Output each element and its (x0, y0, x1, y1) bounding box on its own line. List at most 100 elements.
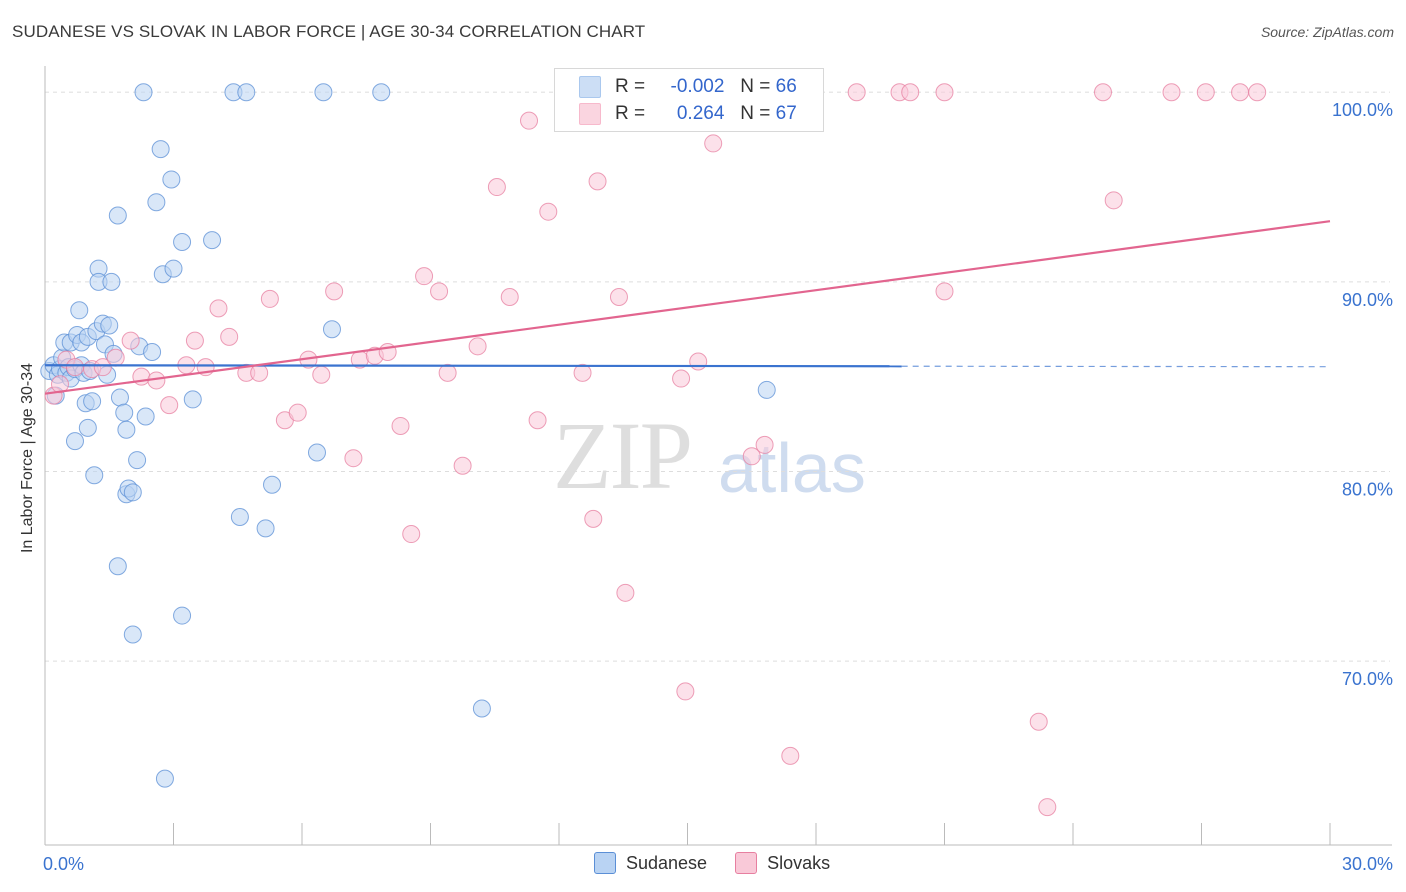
point-slovaks (1196, 83, 1215, 102)
point-slovaks (260, 289, 279, 308)
point-slovaks (935, 282, 954, 301)
trendline-sudanese (44, 364, 902, 368)
point-sudanese (123, 625, 142, 644)
legend-n-label: N = (740, 103, 771, 124)
point-slovaks (185, 331, 204, 350)
point-sudanese (85, 466, 104, 485)
point-sudanese (100, 316, 119, 335)
point-sudanese (117, 420, 136, 439)
legend-label-slovaks: Slovaks (767, 852, 831, 873)
legend-r-label: R = (615, 76, 646, 97)
point-sudanese (65, 432, 84, 451)
point-sudanese (136, 407, 155, 426)
point-sudanese (143, 343, 162, 362)
point-slovaks (500, 288, 519, 307)
x-tick-label: 30.0% (1342, 854, 1393, 874)
legend-n-value: 66 (775, 76, 797, 97)
legend-swatch-sudanese (579, 76, 601, 98)
point-slovaks (847, 83, 866, 102)
point-slovaks (344, 449, 363, 468)
point-sudanese (155, 769, 174, 788)
point-sudanese (173, 233, 192, 252)
point-sudanese (757, 380, 776, 399)
point-sudanese (108, 557, 127, 576)
trendline-slovaks (44, 220, 1331, 395)
point-slovaks (106, 348, 125, 367)
point-sudanese (237, 83, 256, 102)
legend-item-slovaks[interactable]: Slovaks (735, 852, 830, 874)
point-sudanese (256, 519, 275, 538)
point-sudanese (83, 392, 102, 411)
point-slovaks (742, 447, 761, 466)
point-slovaks (1093, 83, 1112, 102)
point-slovaks (539, 202, 558, 221)
point-slovaks (453, 456, 472, 475)
point-sudanese (203, 231, 222, 250)
point-slovaks (93, 358, 112, 377)
point-slovaks (1162, 83, 1181, 102)
point-slovaks (288, 403, 307, 422)
point-slovaks (250, 363, 269, 382)
watermark-atlas: atlas (718, 429, 866, 507)
point-slovaks (755, 435, 774, 454)
point-sudanese (183, 390, 202, 409)
legend-n-label: N = (740, 76, 771, 97)
watermark-zip: ZIP (553, 402, 693, 509)
point-sudanese (110, 388, 129, 407)
point-slovaks (430, 282, 449, 301)
point-slovaks (209, 299, 228, 318)
point-sudanese (102, 272, 121, 291)
point-sudanese (108, 206, 127, 225)
point-slovaks (325, 282, 344, 301)
point-slovaks (935, 83, 954, 102)
point-sudanese (151, 140, 170, 159)
x-tick-label: 0.0% (43, 854, 84, 874)
point-sudanese (123, 483, 142, 502)
point-sudanese (472, 699, 491, 718)
point-slovaks (573, 363, 592, 382)
point-sudanese (263, 475, 282, 494)
point-slovaks (616, 583, 635, 602)
point-slovaks (689, 352, 708, 371)
point-sudanese (128, 451, 147, 470)
legend-n-value: 67 (775, 103, 797, 124)
point-slovaks (121, 331, 140, 350)
point-slovaks (391, 416, 410, 435)
point-sudanese (134, 83, 153, 102)
chart-title: SUDANESE VS SLOVAK IN LABOR FORCE | AGE … (12, 22, 646, 41)
point-sudanese (314, 83, 333, 102)
stats-legend: R = -0.002 N = 66 R = 0.264 N = 67 (554, 68, 824, 132)
point-slovaks (676, 682, 695, 701)
point-slovaks (415, 267, 434, 286)
legend-row-slovaks: R = 0.264 N = 67 (579, 102, 797, 126)
point-slovaks (1248, 83, 1267, 102)
point-sudanese (230, 507, 249, 526)
point-slovaks (1231, 83, 1250, 102)
y-tick-label: 90.0% (1342, 290, 1393, 310)
legend-swatch-slovaks (735, 852, 758, 874)
point-sudanese (162, 170, 181, 189)
y-tick-label: 70.0% (1342, 669, 1393, 689)
legend-item-sudanese[interactable]: Sudanese (594, 852, 707, 874)
point-slovaks (1029, 712, 1048, 731)
source-label: Source: ZipAtlas.com (1260, 24, 1394, 40)
series-legend: Sudanese Slovaks (594, 852, 858, 874)
point-slovaks (65, 358, 84, 377)
point-slovaks (672, 369, 691, 388)
point-slovaks (781, 746, 800, 765)
legend-r-label: R = (615, 103, 646, 124)
point-slovaks (528, 411, 547, 430)
legend-label-sudanese: Sudanese (626, 852, 708, 873)
point-slovaks (609, 288, 628, 307)
y-axis-title: In Labor Force | Age 30-34 (19, 362, 36, 554)
legend-row-sudanese: R = -0.002 N = 66 (579, 75, 797, 99)
point-slovaks (584, 509, 603, 528)
point-sudanese (307, 443, 326, 462)
legend-r-value: -0.002 (670, 76, 725, 97)
point-slovaks (438, 363, 457, 382)
point-sudanese (78, 418, 97, 437)
point-sudanese (372, 83, 391, 102)
point-slovaks (487, 178, 506, 197)
y-tick-label: 100.0% (1332, 100, 1393, 120)
